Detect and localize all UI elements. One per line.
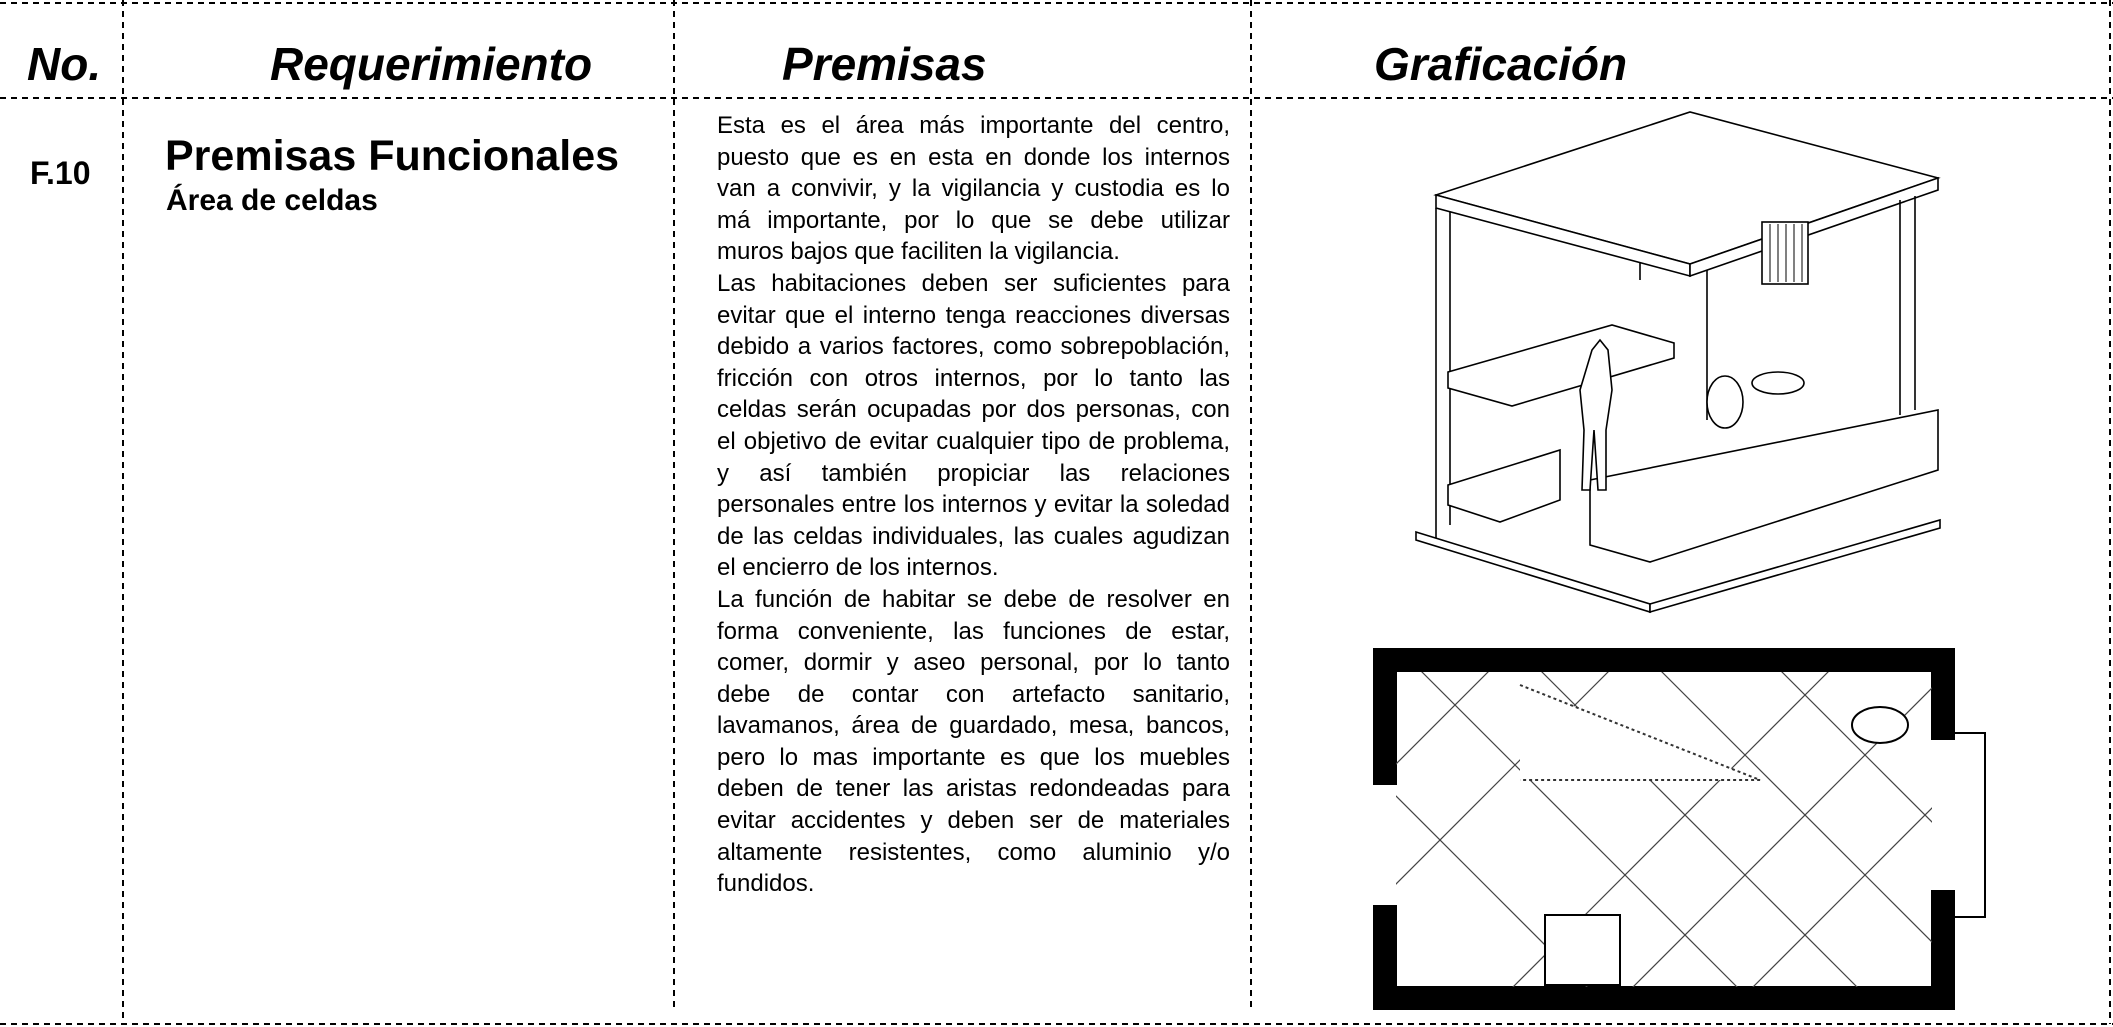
premises-text: Esta es el área más importante del centr… bbox=[717, 110, 1230, 900]
row-no: F.10 bbox=[30, 155, 91, 191]
header-premises: Premisas bbox=[782, 38, 987, 90]
floor-plan bbox=[1370, 648, 1986, 1010]
row-title: Premisas Funcionales bbox=[165, 132, 620, 180]
paragraph: Esta es el área más importante del centr… bbox=[717, 112, 1230, 266]
row-subtitle: Área de celdas bbox=[166, 184, 378, 217]
paragraph: La función de habitar se debe de resolve… bbox=[717, 585, 1230, 898]
header-requirement: Requerimiento bbox=[270, 38, 593, 90]
header-graphic: Graficación bbox=[1374, 38, 1628, 90]
header-no: No. bbox=[27, 38, 102, 90]
paragraph: Las habitaciones deben ser suficientes p… bbox=[717, 269, 1230, 582]
isometric-cell bbox=[1415, 111, 1941, 614]
